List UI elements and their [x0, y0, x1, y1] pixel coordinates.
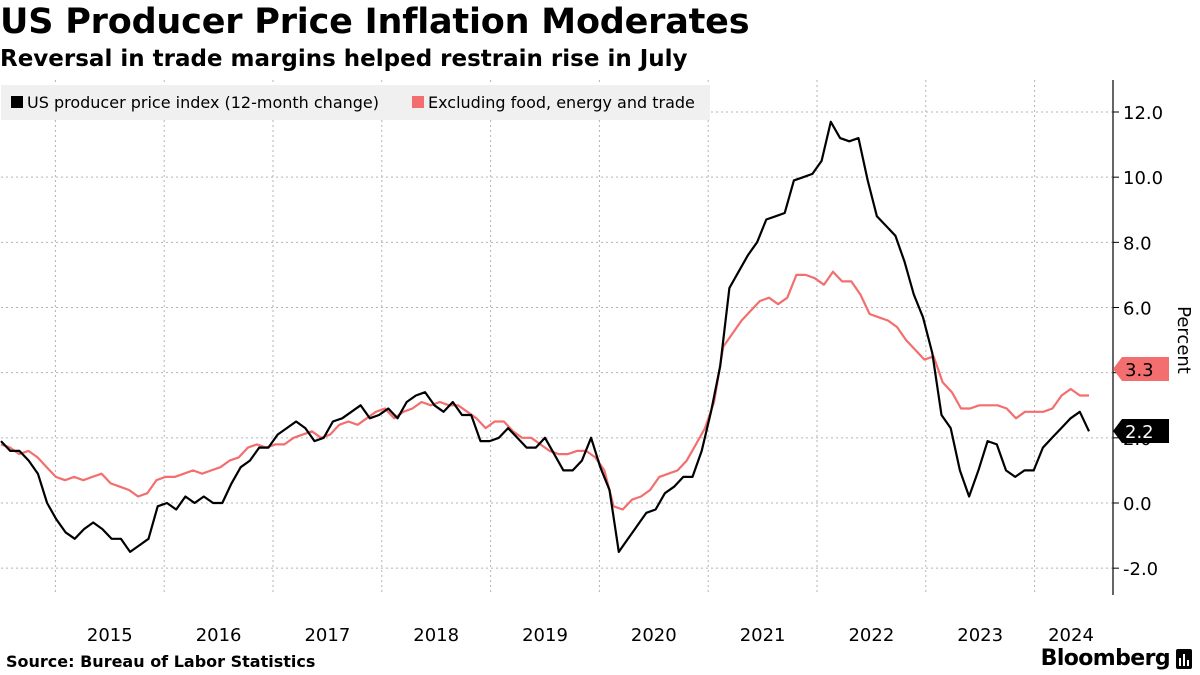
y-tick-label: 12.0: [1123, 103, 1163, 124]
end-label-headline-badge: [1113, 419, 1169, 443]
series-layer: [0, 120, 1090, 554]
brand-logo: Bloomberg: [1040, 646, 1171, 671]
y-tick-label: 6.0: [1123, 299, 1152, 320]
y-axis-label: Percent: [1173, 306, 1194, 374]
end-label-core-badge: [1113, 357, 1169, 381]
x-tick-label: 2019: [522, 625, 568, 646]
end-label-headline: 2.2: [1125, 422, 1154, 443]
chart-subtitle: Reversal in trade margins helped restrai…: [0, 46, 688, 72]
legend-background: [1, 85, 710, 120]
legend-label-core: Excluding food, energy and trade: [428, 93, 695, 112]
legend-swatch-headline: [11, 96, 23, 108]
terminal-icon: [1176, 648, 1192, 669]
x-tick-label: 2017: [304, 625, 350, 646]
x-tick-label: 2016: [196, 625, 242, 646]
y-axis: -2.00.02.04.06.08.010.012.0: [1112, 80, 1163, 595]
end-labels: 3.3 2.2: [1113, 357, 1169, 443]
x-axis: 2015 2016 2017 2018 2019 2020 2021 2022 2023 2024: [87, 625, 1094, 646]
y-tick-label: 10.0: [1123, 168, 1163, 189]
legend-swatch-core: [412, 96, 424, 108]
brand: Bloomberg: [1041, 646, 1192, 671]
series-line-core: [0, 270, 1089, 511]
y-tick-label: -2.0: [1123, 559, 1158, 580]
legend-label-headline: US producer price index (12-month change…: [27, 93, 379, 112]
x-tick-label: 2022: [848, 625, 894, 646]
x-tick-label: 2018: [413, 625, 459, 646]
x-tick-label: 2023: [957, 625, 1003, 646]
y-tick-label: 0.0: [1123, 494, 1152, 515]
x-tick-label: 2021: [740, 625, 786, 646]
legend: US producer price index (12-month change…: [1, 85, 710, 120]
gridlines: [1, 80, 1113, 595]
end-label-core: 3.3: [1125, 360, 1154, 381]
chart-title: US Producer Price Inflation Moderates: [0, 2, 750, 42]
source-note: Source: Bureau of Labor Statistics: [6, 652, 316, 671]
y-tick-label: 8.0: [1123, 233, 1152, 254]
x-tick-label: 2020: [631, 625, 677, 646]
x-tick-label: 2015: [87, 625, 133, 646]
series-line-headline: [0, 120, 1090, 554]
x-tick-label: 2024: [1048, 625, 1094, 646]
